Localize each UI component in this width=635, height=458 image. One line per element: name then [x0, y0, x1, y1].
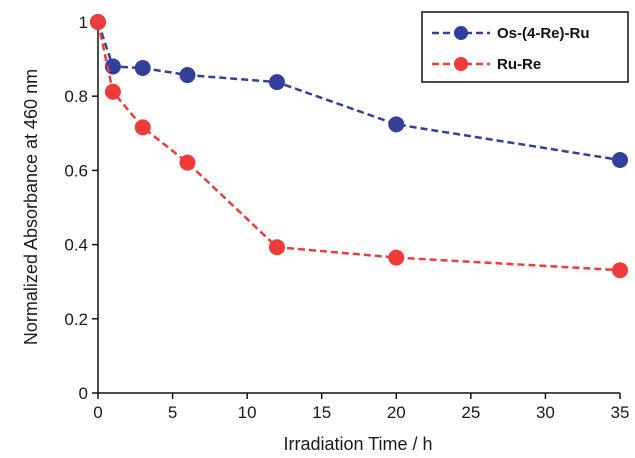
axes: 00.20.40.60.810 5 10 15 20 25 30 35: [64, 13, 629, 422]
data-point: [612, 262, 628, 279]
legend: Os-(4-Re)-Ru Ru-Re: [421, 11, 629, 83]
legend-entry-0: Os-(4-Re)-Ru: [432, 25, 590, 42]
data-point: [388, 249, 405, 266]
legend-entry-1: Ru-Re: [432, 56, 541, 73]
series-1: [90, 14, 628, 279]
legend-marker: [454, 57, 468, 71]
y-tick-label: 0.6: [64, 161, 88, 180]
x-tick-label: 35: [611, 403, 630, 422]
y-tick-label: 1: [79, 13, 88, 32]
data-point: [268, 239, 285, 256]
y-axis-title: Normalized Absorbance at 460 nm: [21, 69, 41, 345]
data-point: [90, 14, 106, 30]
x-tick-label: 0: [93, 403, 102, 422]
legend-marker: [454, 26, 468, 40]
legend-label: Os-(4-Re)-Ru: [497, 25, 590, 42]
legend-box: [421, 11, 629, 83]
data-point: [179, 67, 196, 84]
data-point: [104, 83, 121, 100]
x-tick-label: 10: [238, 403, 257, 422]
x-tick-label: 30: [536, 403, 555, 422]
data-point: [612, 152, 628, 169]
data-point: [388, 116, 405, 133]
x-tick-label: 5: [168, 403, 177, 422]
y-tick-label: 0.2: [64, 310, 88, 329]
series-0: [90, 14, 628, 169]
series-layer: [90, 14, 628, 279]
y-tick-label: 0.4: [64, 236, 88, 255]
legend-label: Ru-Re: [497, 56, 541, 73]
y-tick-label: 0.8: [64, 87, 88, 106]
data-point: [268, 74, 285, 91]
y-tick-label: 0: [79, 384, 88, 403]
x-axis-title: Irradiation Time / h: [283, 434, 432, 454]
x-tick-label: 25: [461, 403, 480, 422]
data-point: [134, 60, 151, 77]
data-point: [179, 154, 196, 171]
data-point: [134, 119, 151, 136]
x-tick-label: 20: [387, 403, 406, 422]
x-tick-label: 15: [312, 403, 331, 422]
